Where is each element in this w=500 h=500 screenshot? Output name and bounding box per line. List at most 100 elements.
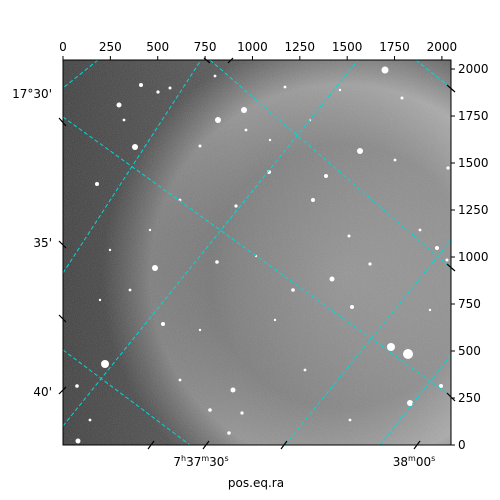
star (381, 66, 389, 74)
image-noise (63, 60, 451, 445)
star (139, 83, 143, 87)
star (88, 418, 92, 422)
star (439, 384, 443, 388)
right-tick-label: 250 (458, 391, 481, 405)
sky-image (63, 60, 451, 445)
star (148, 228, 152, 232)
star (240, 411, 244, 415)
world-tick (203, 57, 211, 64)
star (291, 288, 295, 292)
star (168, 86, 172, 90)
world-tick (446, 84, 456, 93)
right-tick-label: 1250 (458, 203, 489, 217)
star (178, 378, 182, 382)
right-tick-label: 500 (458, 344, 481, 358)
grid-line (63, 60, 99, 89)
world-tick (147, 440, 155, 450)
dec-tick-label: 17°30' (12, 87, 52, 101)
world-tick (280, 440, 288, 450)
star (156, 90, 160, 94)
world-tick (58, 314, 67, 323)
star (418, 228, 422, 232)
star (227, 431, 231, 435)
top-tick-label: 2000 (427, 40, 458, 54)
grid-line (63, 349, 191, 445)
coordinate-grid (63, 60, 451, 445)
star (75, 438, 81, 444)
ra-tick-label: 38m00s (393, 454, 436, 469)
star (350, 305, 354, 309)
star (101, 360, 109, 368)
stars (75, 66, 450, 444)
top-tick-label: 0 (59, 40, 67, 54)
star (311, 198, 315, 202)
star (268, 138, 272, 142)
ra-tick-label: 7h37m30s (173, 454, 228, 469)
star (98, 298, 102, 302)
star (400, 96, 404, 100)
dec-tick-label: 35' (33, 236, 52, 250)
star (403, 349, 413, 359)
star (152, 265, 158, 271)
star (347, 234, 351, 238)
grid-line (63, 116, 451, 397)
star (122, 118, 126, 122)
right-tick-label: 2000 (458, 62, 489, 76)
star (108, 248, 112, 252)
star (348, 418, 352, 422)
star (215, 260, 219, 264)
x-axis-label: pos.eq.ra (228, 476, 284, 490)
world-tick (227, 57, 234, 64)
world-tick (446, 263, 456, 272)
star (393, 158, 397, 162)
star (132, 144, 138, 150)
star (198, 328, 202, 332)
grid-line (63, 60, 359, 427)
grid-line (415, 60, 451, 89)
star (368, 262, 372, 266)
right-tick-label: 0 (458, 438, 466, 452)
star (241, 107, 247, 113)
grid-line (284, 239, 451, 445)
world-tick (58, 240, 67, 249)
star (357, 148, 363, 154)
right-tick-label: 1500 (458, 156, 489, 170)
right-tick-label: 1750 (458, 109, 489, 123)
top-tick-label: 1500 (332, 40, 363, 54)
dec-tick-label: 40' (33, 385, 52, 399)
star (128, 288, 132, 292)
top-tick-label: 750 (194, 40, 217, 54)
star (387, 343, 395, 351)
star (407, 400, 413, 406)
star (244, 128, 248, 132)
star (445, 258, 449, 262)
star (95, 182, 99, 186)
top-tick-label: 1750 (379, 40, 410, 54)
star (435, 246, 439, 250)
star (213, 74, 217, 78)
world-tick (413, 440, 421, 450)
grid-line (209, 60, 451, 269)
right-tick-label: 1000 (458, 250, 489, 264)
world-tick (58, 117, 67, 127)
star (324, 174, 328, 178)
right-tick-label: 750 (458, 297, 481, 311)
star (283, 85, 287, 89)
star (273, 318, 277, 322)
star (329, 276, 335, 282)
star (215, 117, 221, 123)
top-tick-label: 250 (99, 40, 122, 54)
axes-frame (62, 59, 452, 446)
right-pixel-axis: 0 250 500 750 1000 1250 1500 1750 2000 (451, 62, 489, 452)
star (116, 102, 122, 108)
top-pixel-axis: 0 250 500 750 1000 1250 1500 1750 2000 (59, 40, 457, 60)
star (446, 166, 450, 170)
star (208, 408, 212, 412)
star (75, 384, 79, 388)
top-tick-label: 1000 (237, 40, 268, 54)
top-tick-label: 500 (146, 40, 169, 54)
world-axis-ticks (58, 57, 456, 450)
top-tick-label: 1250 (285, 40, 316, 54)
star (234, 204, 238, 208)
